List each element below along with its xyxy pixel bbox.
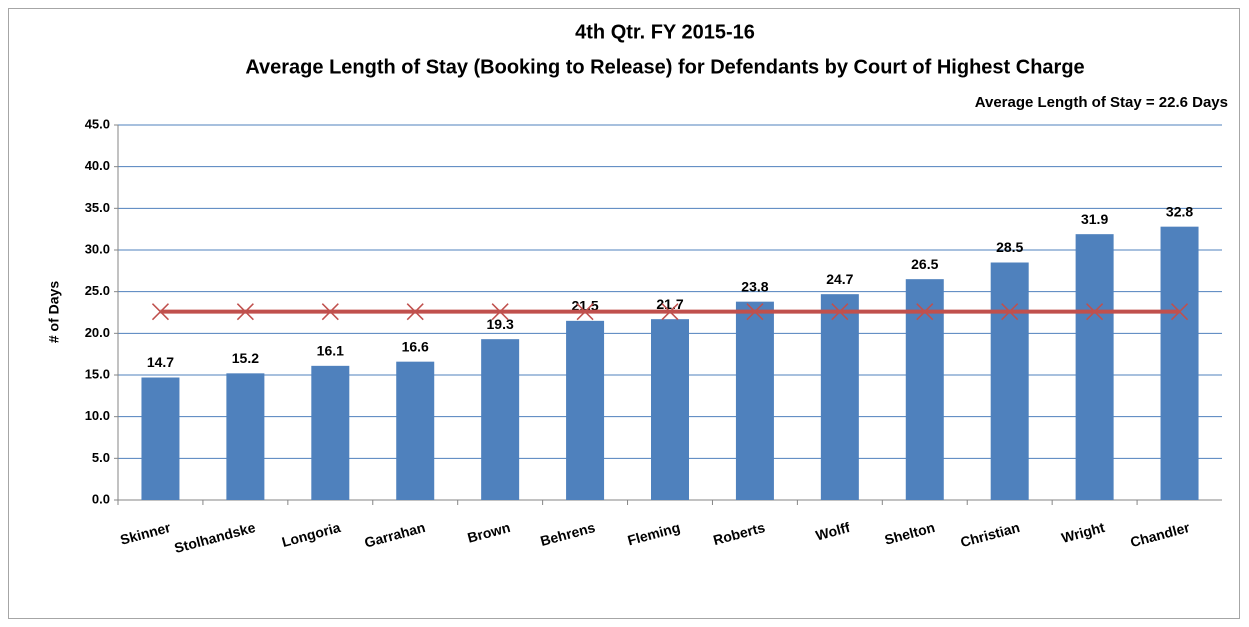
bar (566, 320, 605, 500)
data-label: 19.3 (487, 316, 514, 332)
chart-subtitle: Average Length of Stay (Booking to Relea… (245, 56, 1084, 78)
marker (151, 303, 169, 321)
data-label: 24.7 (826, 271, 853, 287)
marker (1086, 303, 1104, 321)
marker (321, 303, 339, 321)
marker (1001, 303, 1019, 321)
bar (1160, 226, 1199, 500)
bar (311, 365, 350, 500)
data-label: 16.6 (402, 338, 429, 354)
y-tick-label: 5.0 (92, 450, 110, 465)
data-label: 21.5 (571, 298, 598, 314)
data-label: 23.8 (741, 278, 768, 294)
y-tick-label: 25.0 (85, 283, 110, 298)
bar (481, 339, 520, 500)
bar (1075, 234, 1114, 500)
annotation: Average Length of Stay = 22.6 Days (975, 94, 1228, 111)
data-label: 31.9 (1081, 211, 1108, 227)
marker (406, 303, 424, 321)
bar (820, 294, 859, 500)
marker (661, 303, 679, 321)
marker (576, 303, 594, 321)
y-tick-label: 0.0 (92, 491, 110, 506)
chart-title: 4th Qtr. FY 2015-16 (575, 21, 755, 43)
y-tick-label: 35.0 (85, 200, 110, 215)
data-label: 26.5 (911, 256, 938, 272)
marker (746, 303, 764, 321)
marker (831, 303, 849, 321)
data-label: 14.7 (147, 354, 174, 370)
data-label: 16.1 (317, 343, 344, 359)
y-tick-label: 30.0 (85, 241, 110, 256)
data-label: 15.2 (232, 350, 259, 366)
y-tick-label: 10.0 (85, 408, 110, 423)
marker (236, 303, 254, 321)
data-label: 32.8 (1166, 203, 1193, 219)
y-tick-label: 20.0 (85, 325, 110, 340)
y-tick-label: 15.0 (85, 366, 110, 381)
bar (905, 279, 944, 500)
y-axis-label: # of Days (46, 281, 62, 343)
marker (916, 303, 934, 321)
marker (491, 303, 509, 321)
bar (651, 319, 689, 500)
data-label: 21.7 (656, 296, 683, 312)
data-label: 28.5 (996, 239, 1023, 255)
y-tick-label: 40.0 (85, 158, 110, 173)
bar (226, 373, 265, 500)
bar (141, 377, 180, 500)
bar (990, 262, 1029, 500)
bar (735, 301, 774, 500)
bar (396, 361, 435, 500)
marker (1171, 303, 1189, 321)
y-tick-label: 45.0 (85, 116, 110, 131)
